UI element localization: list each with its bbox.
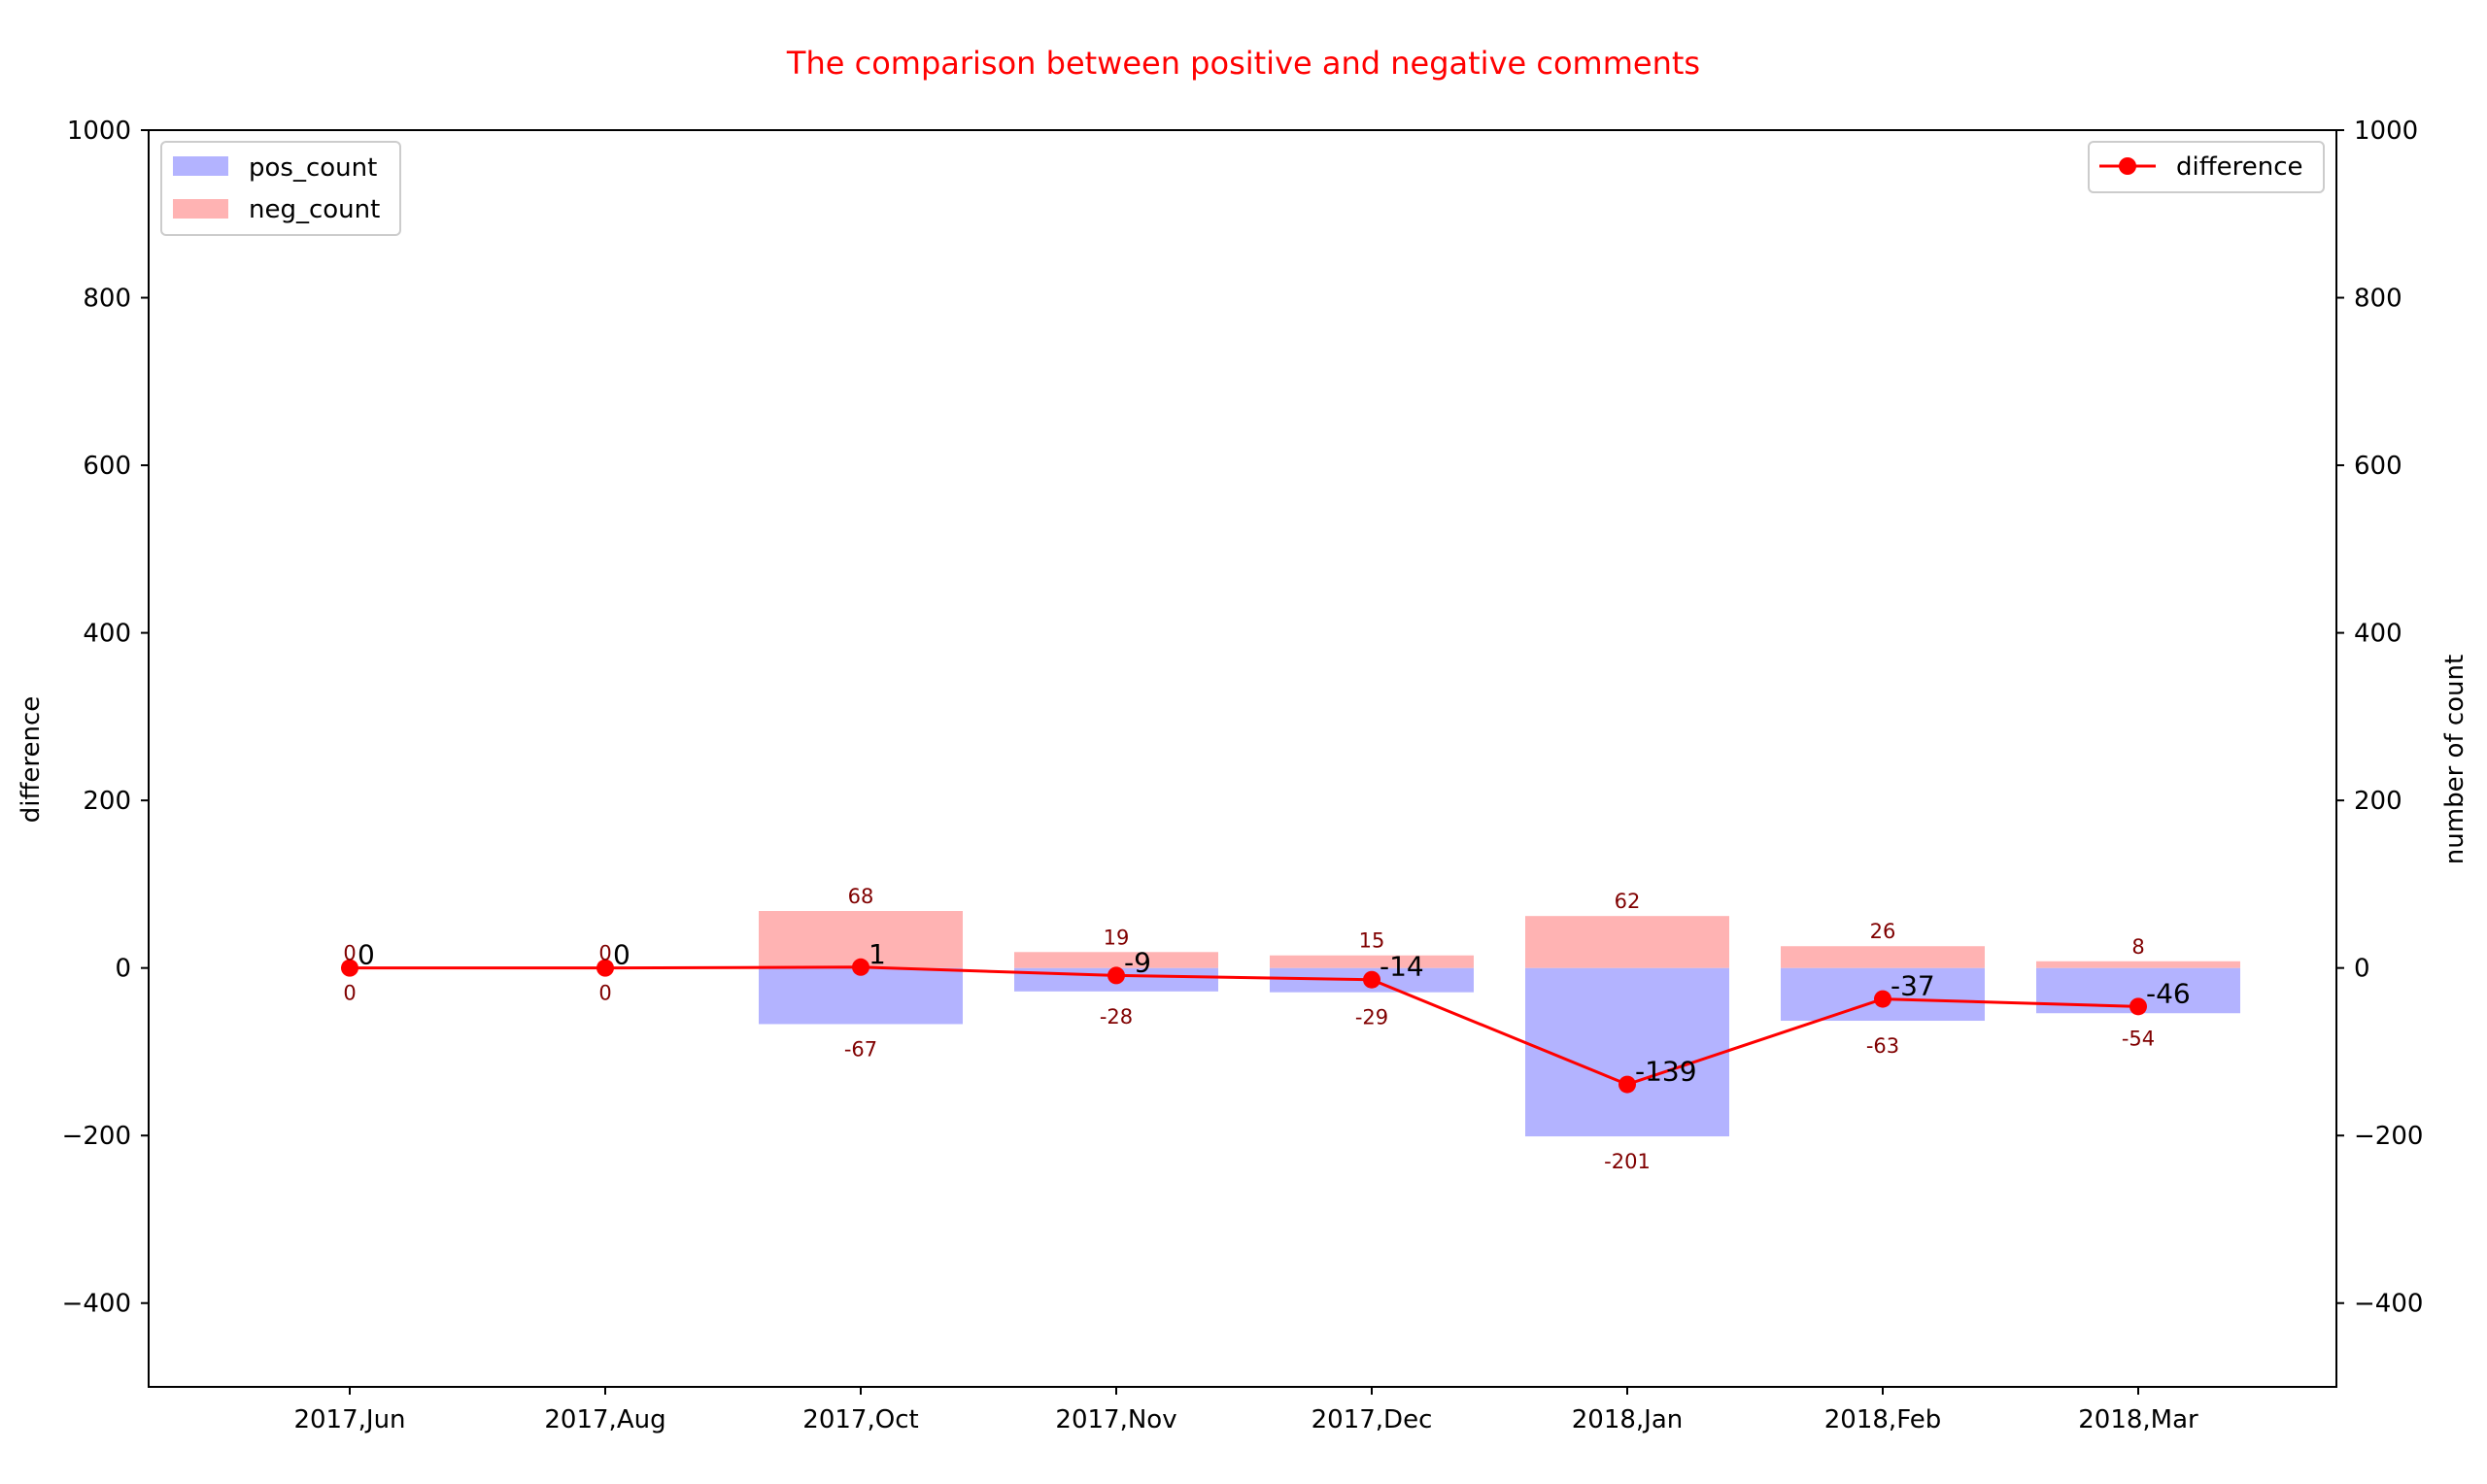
neg-count-label: 62	[1615, 890, 1641, 913]
chart-title: The comparison between positive and nega…	[786, 45, 1700, 82]
difference-point	[2129, 997, 2147, 1016]
left-tick-label: 800	[83, 285, 131, 314]
pos-count-label: -28	[1100, 1005, 1133, 1029]
x-tick-label: 2017,Oct	[802, 1405, 918, 1434]
pos-count-label: 0	[598, 982, 611, 1005]
neg-count-label: 68	[848, 885, 874, 908]
pos-count-label: -201	[1604, 1150, 1651, 1173]
neg-count-label: 8	[2131, 935, 2144, 959]
difference-point	[1107, 966, 1125, 985]
legend-swatch-pos	[173, 156, 228, 176]
neg-count-label: 15	[1359, 929, 1385, 953]
right-tick-label: −200	[2354, 1122, 2423, 1151]
legend-marker-difference	[2119, 157, 2136, 175]
neg-count-label: 0	[343, 942, 356, 965]
pos-count-label: -67	[844, 1037, 877, 1061]
legend-label-pos: pos_count	[249, 153, 377, 183]
difference-value-label: -46	[2146, 977, 2191, 1009]
left-tick-label: −200	[62, 1122, 131, 1151]
difference-value-label: -139	[1635, 1056, 1697, 1088]
x-tick-label: 2017,Nov	[1055, 1405, 1176, 1434]
legend-label-neg: neg_count	[249, 195, 380, 224]
left-tick-label: 400	[83, 620, 131, 649]
left-tick-label: −400	[62, 1290, 131, 1319]
x-tick-label: 2017,Dec	[1312, 1405, 1433, 1434]
x-tick-label: 2018,Mar	[2078, 1405, 2198, 1434]
difference-value-label: 0	[613, 939, 630, 971]
right-tick-label: 800	[2354, 285, 2402, 314]
difference-point	[1618, 1075, 1636, 1094]
right-tick-label: 1000	[2354, 117, 2418, 146]
right-tick-label: 400	[2354, 620, 2402, 649]
neg_count-bar	[1270, 955, 1474, 968]
legend-layer: pos_count neg_count difference	[160, 141, 2325, 236]
neg_count-bar	[2036, 961, 2240, 968]
neg_count-bar	[1014, 952, 1218, 968]
pos-count-label: 0	[343, 982, 356, 1005]
pos_count-bar	[1525, 967, 1729, 1137]
difference-point	[341, 959, 358, 977]
difference-line	[350, 965, 2139, 1087]
neg_count-bar	[1525, 916, 1729, 968]
legend-box-right	[2088, 141, 2325, 193]
difference-value-label: -14	[1380, 951, 1424, 983]
pos-count-label: -63	[1866, 1034, 1899, 1058]
left-tick-label: 0	[115, 955, 131, 984]
right-tick-label: 600	[2354, 452, 2402, 481]
x-tick-label: 2018,Jan	[1572, 1405, 1684, 1434]
neg_count-bar	[1781, 946, 1985, 968]
right-tick-label: −400	[2354, 1290, 2423, 1319]
neg-count-label: 19	[1104, 926, 1130, 949]
right-axis-label: number of count	[2440, 655, 2470, 864]
x-tick-label: 2017,Jun	[293, 1405, 405, 1434]
legend-label-difference: difference	[2176, 152, 2303, 182]
left-axis-label: difference	[17, 696, 46, 824]
x-tick-label: 2018,Feb	[1824, 1405, 1941, 1434]
difference-line-layer	[341, 958, 2147, 1094]
bars-layer	[759, 911, 2240, 1137]
difference-point	[852, 958, 869, 976]
left-tick-label: 200	[83, 787, 131, 816]
difference-value-label: 0	[358, 939, 375, 971]
difference-value-label: 1	[869, 938, 886, 970]
left-tick-label: 1000	[67, 117, 131, 146]
pos_count-bar	[759, 967, 963, 1025]
difference-point	[596, 959, 614, 977]
right-tick-label: 200	[2354, 787, 2402, 816]
legend-swatch-neg	[173, 199, 228, 219]
difference-point	[1874, 990, 1891, 1008]
difference-value-label: -9	[1124, 946, 1151, 978]
plot-frame	[148, 129, 2337, 1388]
neg-count-label: 26	[1870, 920, 1896, 943]
left-tick-label: 600	[83, 452, 131, 481]
neg-count-label: 0	[598, 942, 611, 965]
difference-value-label: -37	[1891, 970, 1935, 1002]
pos-count-label: -29	[1355, 1006, 1388, 1029]
difference-point	[1363, 970, 1380, 989]
right-tick-label: 0	[2354, 955, 2370, 984]
pos-count-label: -54	[2122, 1027, 2155, 1050]
x-tick-label: 2017,Aug	[544, 1405, 665, 1434]
